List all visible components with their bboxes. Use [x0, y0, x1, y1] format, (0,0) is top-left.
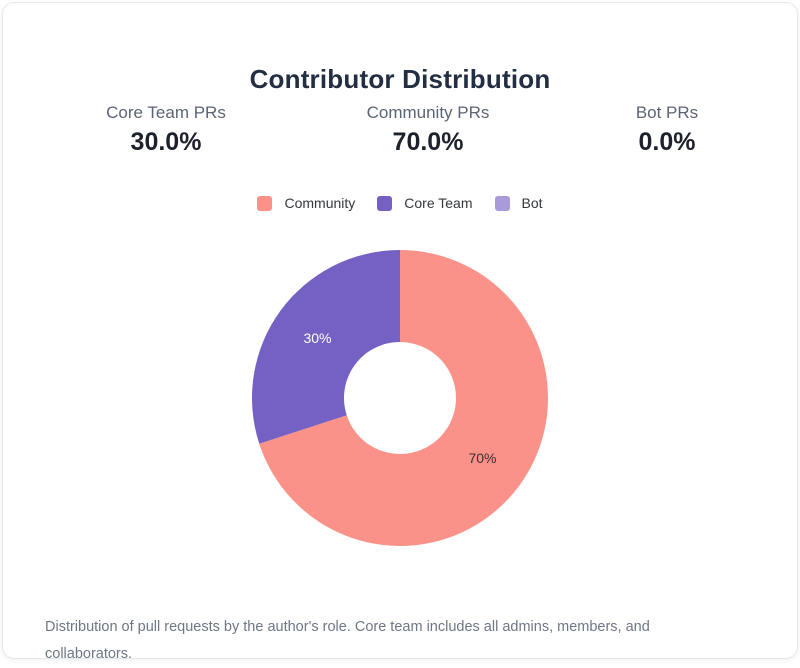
slice-label: 70%: [468, 450, 497, 466]
legend-label: Core Team: [404, 195, 473, 211]
stat-value: 30.0%: [130, 128, 202, 156]
legend-item-community[interactable]: Community: [257, 195, 355, 211]
page-title: Contributor Distribution: [249, 64, 551, 95]
legend-label: Bot: [521, 195, 543, 211]
stat-label: Community PRs: [366, 103, 490, 122]
stat-value: 0.0%: [638, 128, 696, 156]
slice-community[interactable]: [259, 250, 548, 546]
stat-community-prs: Community PRs 70.0%: [367, 103, 490, 157]
stat-value: 70.0%: [392, 128, 464, 156]
slice-core-team[interactable]: [252, 250, 400, 444]
legend-swatch-core-team: [377, 195, 393, 211]
chart-description: Distribution of pull requests by the aut…: [45, 618, 650, 662]
slice-label: 30%: [303, 330, 332, 346]
chart-legend: Community Core Team Bot: [3, 195, 797, 211]
legend-item-core-team[interactable]: Core Team: [377, 195, 473, 211]
stat-bot-prs: Bot PRs 0.0%: [636, 103, 698, 157]
stat-label: Core Team PRs: [106, 103, 226, 122]
stat-core-team-prs: Core Team PRs 30.0%: [106, 103, 226, 157]
legend-swatch-bot: [494, 195, 510, 211]
donut-svg: [252, 250, 548, 546]
legend-item-bot[interactable]: Bot: [494, 195, 543, 211]
legend-swatch-community: [257, 195, 273, 211]
stat-label: Bot PRs: [635, 103, 699, 122]
legend-label: Community: [284, 195, 356, 211]
donut-chart: 70% 30%: [252, 250, 548, 546]
